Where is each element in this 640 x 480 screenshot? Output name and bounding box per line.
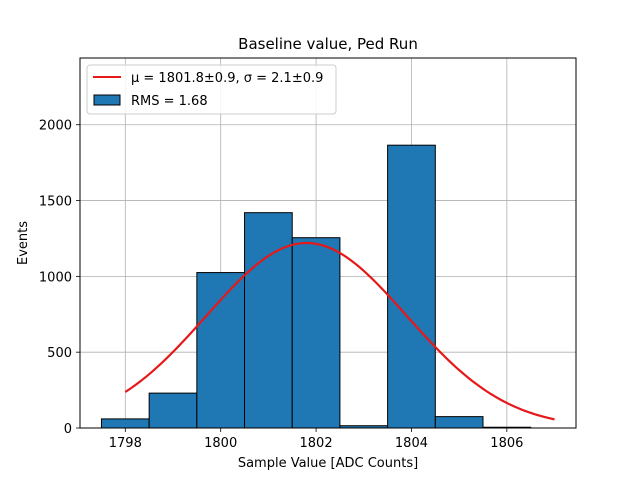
x-tick-label: 1802 [300, 436, 333, 451]
fit-curve-layer [124, 241, 555, 421]
histogram-bar [148, 392, 198, 429]
y-axis-label: Events [16, 221, 31, 265]
y-tick-label: 500 [47, 346, 72, 361]
y-tick-label: 1000 [39, 270, 72, 285]
legend: μ = 1801.8±0.9, σ = 2.1±0.9 RMS = 1.68 [86, 64, 337, 115]
legend-hist-swatch [93, 94, 121, 106]
axis-ticks: 1798 1800 1802 1804 1806 0 500 1000 1500 2000 [39, 119, 523, 451]
histogram-bar [244, 212, 293, 429]
chart-title: Baseline value, Ped Run [238, 35, 418, 53]
legend-box [86, 64, 337, 115]
gaussian-fit-curve [124, 241, 555, 421]
x-tick-label: 1806 [490, 436, 523, 451]
x-axis-label: Sample Value [ADC Counts] [238, 456, 418, 471]
x-tick-label: 1798 [109, 436, 142, 451]
histogram-bar [434, 416, 484, 429]
legend-fit-label: μ = 1801.8±0.9, σ = 2.1±0.9 [131, 71, 323, 86]
plot-frame [79, 57, 577, 429]
histogram-bar [387, 144, 436, 429]
y-tick-label: 0 [64, 422, 72, 437]
histogram-bar [291, 237, 341, 429]
histogram-bar [196, 272, 246, 429]
legend-hist-label: RMS = 1.68 [131, 94, 208, 109]
x-tick-label: 1800 [204, 436, 237, 451]
x-tick-label: 1804 [395, 436, 428, 451]
y-tick-label: 2000 [39, 119, 72, 134]
histogram-bar [100, 418, 150, 429]
y-tick-label: 1500 [39, 195, 72, 210]
